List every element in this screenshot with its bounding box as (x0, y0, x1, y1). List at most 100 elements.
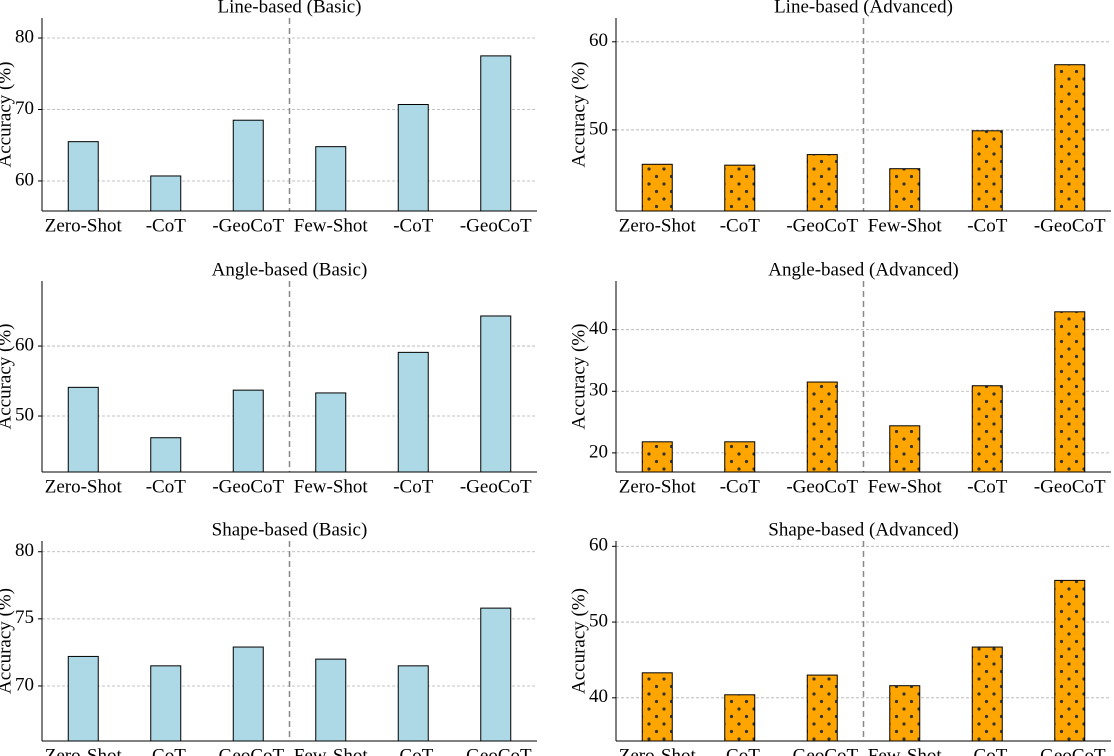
bar (150, 175, 181, 211)
x-tick-label: -GeoCoT (1034, 215, 1106, 236)
bar-hatch (889, 425, 920, 472)
x-tick-label: -GeoCoT (1034, 745, 1106, 756)
bar-hatch (889, 685, 920, 741)
bar-group (971, 130, 1003, 212)
bar-hatch (724, 694, 755, 741)
x-tick-label: Few-Shot (294, 476, 369, 497)
bar-group (480, 55, 512, 212)
bar (480, 315, 511, 472)
y-axis-label: Accuracy (%) (568, 61, 589, 167)
bar (398, 104, 429, 211)
bar-group (1054, 311, 1086, 473)
bar-group (232, 646, 264, 742)
bar-group (724, 164, 756, 212)
x-tick-label: -GeoCoT (460, 745, 532, 756)
bar-hatch (642, 672, 673, 741)
x-tick-label: -GeoCoT (786, 745, 858, 756)
bar-group (232, 119, 264, 212)
x-tick-label: Zero-Shot (619, 215, 697, 236)
x-tick-label: Zero-Shot (619, 745, 697, 756)
x-tick-label: -CoT (393, 215, 434, 236)
y-tick-label: 40 (589, 318, 608, 339)
x-tick-label: -GeoCoT (212, 215, 284, 236)
bar-group (971, 646, 1003, 742)
chart-title: Angle-based (Basic) (212, 259, 368, 280)
bar-hatch (724, 165, 755, 211)
bar-hatch (1054, 64, 1085, 211)
bar-group (641, 163, 673, 212)
x-tick-label: -CoT (146, 476, 187, 497)
bar-group (1054, 579, 1086, 742)
bar-hatch (642, 164, 673, 211)
bar-group (397, 103, 429, 212)
bar-group (806, 674, 838, 742)
x-tick-label: -GeoCoT (460, 476, 532, 497)
bar (68, 387, 99, 472)
x-tick-label: Zero-Shot (45, 745, 123, 756)
x-tick-label: -CoT (393, 745, 434, 756)
x-tick-label: Zero-Shot (45, 476, 123, 497)
bar-hatch (1054, 580, 1085, 741)
x-tick-label: -CoT (146, 215, 187, 236)
y-tick-label: 75 (15, 607, 34, 628)
y-tick-label: 20 (589, 441, 608, 462)
bar-group (1054, 64, 1086, 212)
bar (233, 120, 264, 211)
bar-group (150, 175, 182, 212)
x-tick-label: -CoT (720, 476, 761, 497)
bar-group (150, 665, 182, 742)
x-tick-label: -CoT (967, 476, 1008, 497)
y-axis-label: Accuracy (%) (0, 323, 15, 429)
bar-group (724, 694, 756, 742)
y-tick-label: 40 (589, 686, 608, 707)
x-tick-label: -GeoCoT (212, 745, 284, 756)
y-tick-label: 50 (589, 610, 608, 631)
bar (315, 659, 346, 741)
x-tick-label: Zero-Shot (619, 476, 697, 497)
bar-group (889, 168, 921, 212)
bar (233, 647, 264, 741)
y-tick-label: 70 (15, 674, 34, 695)
x-tick-label: Few-Shot (868, 745, 943, 756)
bar-group (315, 146, 347, 212)
x-tick-label: Few-Shot (868, 215, 943, 236)
bar-group (480, 315, 512, 473)
chart-title: Shape-based (Basic) (212, 519, 368, 540)
x-tick-label: -GeoCoT (460, 215, 532, 236)
bar-group (641, 441, 673, 473)
bar-group (315, 658, 347, 742)
bar-hatch (807, 382, 838, 472)
bar-hatch (807, 675, 838, 741)
x-tick-label: -CoT (146, 745, 187, 756)
chart-title: Shape-based (Advanced) (768, 519, 958, 540)
x-tick-label: -GeoCoT (1034, 476, 1106, 497)
bar-group (806, 381, 838, 473)
x-tick-label: Few-Shot (294, 745, 369, 756)
bar-group (641, 672, 673, 742)
bar (68, 656, 99, 741)
y-tick-label: 50 (15, 404, 34, 425)
bar (398, 352, 429, 472)
bar-hatch (972, 130, 1003, 211)
bar-group (889, 425, 921, 473)
chart-title: Line-based (Advanced) (774, 0, 953, 17)
y-axis-label: Accuracy (%) (0, 61, 15, 167)
y-tick-label: 80 (15, 26, 34, 47)
chart-title: Line-based (Basic) (217, 0, 361, 17)
bar-group (889, 685, 921, 742)
x-tick-label: Few-Shot (868, 476, 943, 497)
y-tick-label: 60 (15, 334, 34, 355)
bar-hatch (972, 647, 1003, 741)
y-tick-label: 50 (589, 118, 608, 139)
bar (233, 390, 264, 472)
x-tick-label: -CoT (967, 215, 1008, 236)
bar-group (150, 437, 182, 473)
y-axis-label: Accuracy (%) (568, 323, 589, 429)
bar-hatch (889, 168, 920, 211)
x-tick-label: Few-Shot (294, 215, 369, 236)
bar (315, 392, 346, 472)
y-tick-label: 80 (15, 540, 34, 561)
y-tick-label: 60 (589, 535, 608, 556)
bar-group (971, 385, 1003, 473)
